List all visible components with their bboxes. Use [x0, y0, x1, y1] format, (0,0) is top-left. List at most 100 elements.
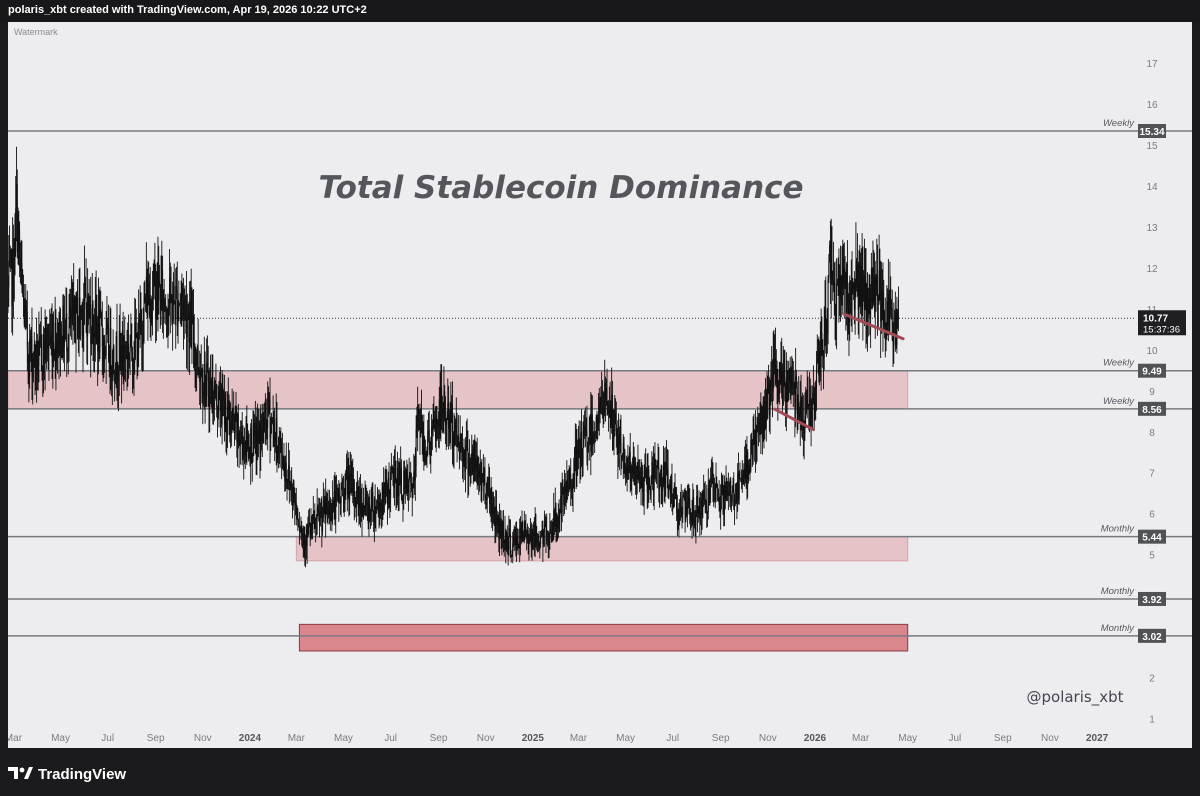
- candle-body: [320, 510, 322, 514]
- candle-body: [634, 464, 636, 480]
- candle-body: [779, 362, 781, 383]
- candle-body: [756, 431, 758, 438]
- candle-body: [338, 492, 340, 503]
- candle-body: [400, 468, 402, 498]
- candle-body: [411, 487, 413, 498]
- candle-body: [371, 492, 373, 508]
- candle-body: [339, 499, 341, 503]
- candle-body: [273, 420, 275, 447]
- candle-body: [618, 434, 620, 455]
- stablecoin-dominance-chart[interactable]: Watermark 1234567891011121314151617 MarM…: [8, 22, 1192, 748]
- candle-body: [324, 501, 326, 518]
- candle-body: [246, 423, 248, 449]
- candle-body: [264, 400, 266, 418]
- candle-body: [174, 302, 176, 320]
- candle-body: [275, 417, 277, 442]
- candle-body: [763, 401, 765, 431]
- candle-body: [860, 266, 862, 306]
- candle-body: [506, 532, 508, 538]
- candle-body: [289, 483, 291, 486]
- monthly-support-zone[interactable]: [295, 536, 909, 562]
- candle-body: [682, 494, 684, 516]
- candle-body: [194, 349, 196, 366]
- candle-body: [526, 530, 528, 536]
- candle-body: [679, 497, 681, 513]
- trendline-2025[interactable]: [773, 407, 815, 432]
- candle-body: [261, 427, 263, 442]
- candle-body: [737, 473, 739, 496]
- x-tick-label: Nov: [759, 733, 777, 744]
- candle-body: [560, 496, 562, 513]
- candle-body: [681, 510, 683, 516]
- candle-body: [129, 346, 131, 353]
- candle-body: [369, 504, 371, 512]
- tradingview-logo[interactable]: TradingView: [8, 762, 138, 784]
- candle-body: [51, 333, 53, 363]
- candle-body: [516, 535, 518, 551]
- candle-body: [164, 302, 166, 311]
- candle-body: [128, 343, 130, 361]
- price-label: 9.49: [1142, 367, 1162, 378]
- candle-body: [627, 465, 629, 468]
- candle-body: [368, 504, 370, 524]
- x-tick-label: May: [616, 733, 635, 744]
- candle-body: [489, 479, 491, 505]
- candle-body: [398, 474, 400, 496]
- candle-body: [436, 416, 438, 425]
- candle-body: [712, 481, 714, 484]
- candle-body: [542, 531, 544, 545]
- candle-body: [555, 506, 557, 527]
- candle-body: [322, 501, 324, 518]
- candle-body: [193, 345, 195, 350]
- candle-body: [689, 498, 691, 512]
- candle-body: [595, 416, 597, 433]
- candle-body: [860, 264, 862, 306]
- candle-body: [408, 475, 410, 483]
- candle-body: [502, 520, 504, 538]
- candle-body: [832, 280, 834, 282]
- candle-body: [257, 432, 259, 444]
- candle-body: [844, 268, 846, 278]
- chart-area[interactable]: Watermark 1234567891011121314151617 MarM…: [8, 22, 1192, 748]
- candle-body: [135, 333, 137, 338]
- candle-body: [543, 532, 545, 545]
- candle-body: [817, 352, 819, 363]
- candle-body: [290, 483, 292, 485]
- candle-body: [715, 483, 717, 501]
- monthly-deep-zone[interactable]: [298, 623, 909, 652]
- candle-body: [204, 364, 206, 401]
- candle-body: [159, 285, 161, 314]
- candle-body: [281, 454, 283, 467]
- candle-body: [434, 417, 436, 429]
- price-label-badge: [1138, 363, 1166, 378]
- candle-body: [716, 483, 718, 489]
- trendline-2026[interactable]: [842, 312, 905, 341]
- candle-body: [591, 414, 593, 447]
- candle-body: [465, 439, 467, 446]
- candle-body: [287, 480, 289, 483]
- candle-body: [293, 486, 295, 495]
- candle-body: [108, 359, 110, 372]
- candle-body: [800, 402, 802, 415]
- candle-body: [884, 323, 886, 327]
- candle-body: [491, 503, 493, 515]
- candle-body: [683, 494, 685, 498]
- candle-body: [180, 295, 182, 301]
- candle-body: [433, 417, 435, 427]
- candle-body: [822, 350, 824, 356]
- candle-body: [328, 508, 330, 516]
- candle-body: [665, 462, 667, 477]
- candle-body: [516, 535, 518, 542]
- candle-body: [631, 466, 633, 482]
- candle-body: [577, 449, 579, 455]
- weekly-zone[interactable]: [8, 370, 909, 410]
- candle-body: [221, 386, 223, 425]
- price-label-badge: [1138, 628, 1166, 643]
- candle-body: [332, 500, 334, 509]
- snapshot-caption: polaris_xbt created with TradingView.com…: [8, 4, 367, 16]
- candle-body: [774, 358, 776, 368]
- x-tick-label: Jul: [384, 733, 397, 744]
- candle-body: [579, 454, 581, 469]
- candle-body: [523, 522, 525, 540]
- candle-body: [358, 503, 360, 508]
